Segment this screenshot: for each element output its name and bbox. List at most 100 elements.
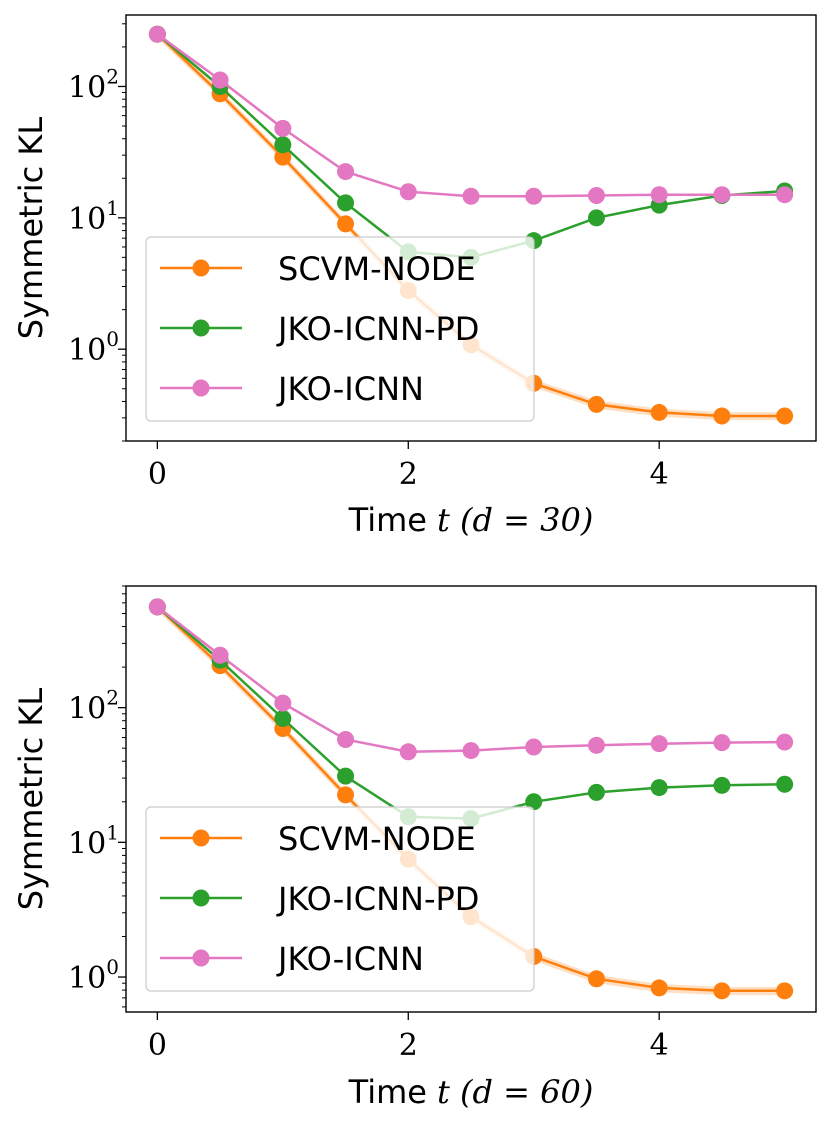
data-point — [337, 767, 355, 785]
data-point — [650, 979, 668, 997]
data-point — [713, 407, 731, 425]
data-point — [525, 793, 543, 811]
legend-marker — [192, 379, 210, 397]
y-axis-label: Symmetric KL — [12, 688, 50, 911]
y-tick-exponent: 1 — [106, 820, 119, 844]
legend-label: JKO-ICNN — [276, 370, 424, 408]
y-tick-exponent: 0 — [106, 955, 119, 979]
data-point — [713, 982, 731, 1000]
legend-marker — [192, 949, 210, 967]
data-point — [337, 731, 355, 749]
data-point — [650, 735, 668, 753]
legend-box — [145, 236, 535, 422]
legend-marker — [192, 319, 210, 337]
y-tick-label: 101 — [68, 820, 119, 861]
data-point — [337, 786, 355, 804]
data-point — [274, 694, 292, 712]
data-point — [148, 598, 166, 616]
x-axis-label-math: t (d = 60) — [437, 1073, 593, 1111]
data-point — [776, 982, 794, 1000]
data-point — [587, 209, 605, 227]
data-point — [399, 183, 417, 201]
legend-item: JKO-ICNN-PD — [160, 880, 479, 918]
legend-label: SCVM-NODE — [278, 250, 476, 288]
y-tick-base: 10 — [68, 70, 106, 105]
y-tick-label: 100 — [68, 327, 119, 368]
data-point — [650, 186, 668, 204]
data-point — [776, 186, 794, 204]
y-tick-base: 10 — [68, 333, 106, 368]
legend: SCVM-NODE JKO-ICNN-PD JKO-ICNN — [145, 236, 535, 422]
data-point — [462, 742, 480, 760]
y-axis-label: Symmetric KL — [12, 117, 50, 340]
data-point — [274, 148, 292, 166]
series-line-jko-icnn — [156, 605, 785, 754]
legend-marker — [192, 829, 210, 847]
data-point — [399, 743, 417, 761]
y-tick-base: 10 — [68, 961, 106, 996]
x-axis-label-math: t (d = 30) — [437, 501, 593, 539]
data-point — [337, 194, 355, 212]
y-tick-base: 10 — [68, 202, 106, 237]
series-line-jko-icnn-pd — [156, 605, 785, 820]
data-point — [713, 186, 731, 204]
data-point — [525, 738, 543, 756]
data-point — [525, 187, 543, 205]
y-tick-exponent: 2 — [106, 686, 119, 710]
legend-label: JKO-ICNN-PD — [276, 880, 479, 918]
data-point — [776, 407, 794, 425]
y-tick-exponent: 0 — [106, 327, 119, 351]
data-point — [713, 776, 731, 794]
data-point — [274, 710, 292, 728]
legend-box — [145, 806, 535, 992]
y-tick-label: 100 — [68, 955, 119, 996]
x-axis-label-text: Time — [348, 501, 427, 539]
y-tick-exponent: 1 — [106, 196, 119, 220]
legend-item: SCVM-NODE — [160, 250, 476, 288]
data-point — [337, 163, 355, 181]
data-point — [587, 736, 605, 754]
data-point — [274, 136, 292, 154]
data-point — [337, 215, 355, 233]
legend: SCVM-NODE JKO-ICNN-PD JKO-ICNN — [145, 806, 535, 992]
legend-marker — [192, 259, 210, 277]
legend-label: SCVM-NODE — [278, 820, 476, 858]
x-tick-label: 0 — [148, 1028, 167, 1063]
data-point — [587, 783, 605, 801]
x-tick-label: 2 — [399, 1028, 418, 1063]
data-point — [776, 775, 794, 793]
data-point — [211, 71, 229, 89]
axes-frame — [125, 14, 817, 442]
data-point — [148, 25, 166, 43]
x-tick-label: 4 — [650, 1028, 669, 1063]
legend-item: SCVM-NODE — [160, 820, 476, 858]
legend-item: JKO-ICNN — [160, 370, 424, 408]
data-point — [587, 186, 605, 204]
y-tick-base: 10 — [68, 826, 106, 861]
axes-frame — [125, 585, 817, 1013]
y-tick-base: 10 — [68, 692, 106, 727]
legend-label: JKO-ICNN — [276, 940, 424, 978]
legend-item: JKO-ICNN — [160, 940, 424, 978]
x-tick-label: 4 — [650, 457, 669, 492]
y-tick-label: 102 — [68, 64, 119, 105]
data-point — [776, 733, 794, 751]
data-point — [587, 395, 605, 413]
series-line-jko-icnn-pd — [156, 33, 785, 259]
y-tick-label: 102 — [68, 686, 119, 727]
legend-item: JKO-ICNN-PD — [160, 310, 479, 348]
x-tick-label: 2 — [399, 457, 418, 492]
x-axis-label: Time t (d = 60) — [348, 1073, 594, 1111]
data-point — [713, 734, 731, 752]
legend-marker — [192, 889, 210, 907]
x-axis-label: Time t (d = 30) — [348, 501, 594, 539]
data-point — [650, 403, 668, 421]
legend-label: JKO-ICNN-PD — [276, 310, 479, 348]
data-point — [211, 646, 229, 664]
data-point — [587, 970, 605, 988]
data-point — [274, 119, 292, 137]
data-point — [650, 779, 668, 797]
y-tick-label: 101 — [68, 196, 119, 237]
